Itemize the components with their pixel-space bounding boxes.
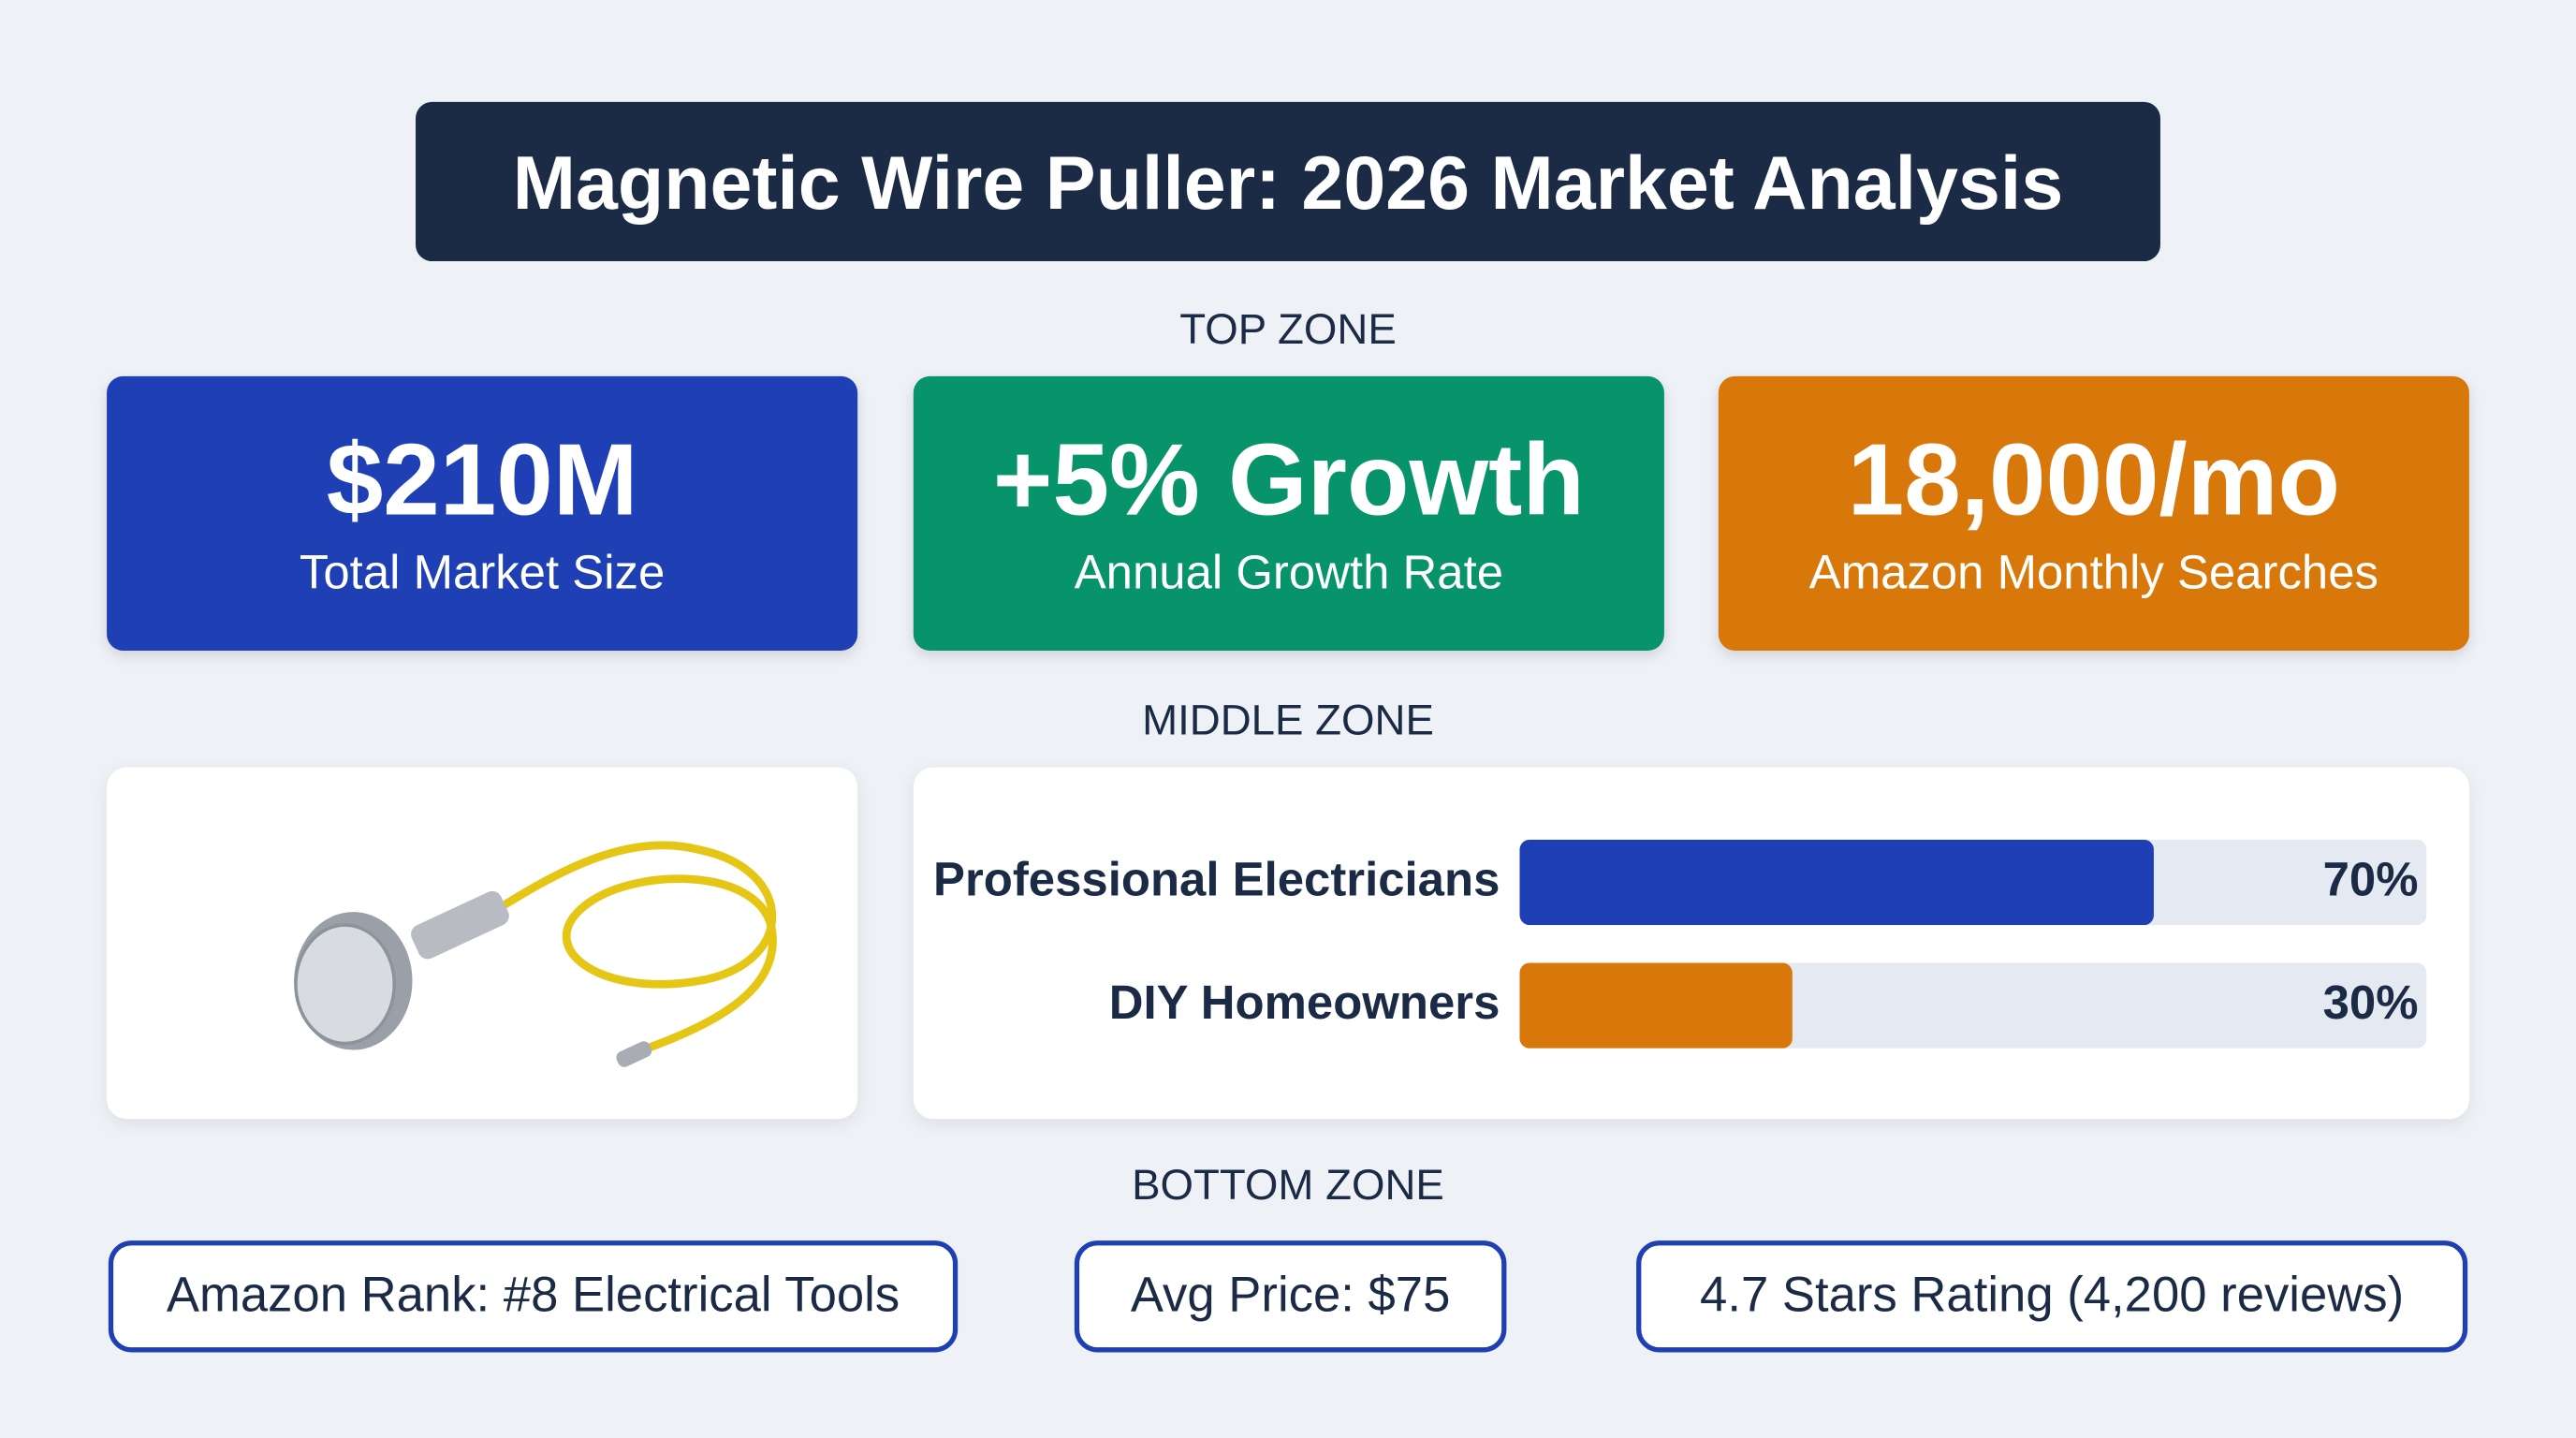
- bar: [1519, 962, 1793, 1049]
- stat-caption: Annual Growth Rate: [1074, 547, 1504, 600]
- audience-chart: Professional Electricians 70% DIY Homeowne…: [913, 767, 2469, 1120]
- stat-card: $210M Total Market Size: [107, 375, 858, 652]
- wire: [498, 841, 777, 1059]
- zone-label: MIDDLE ZONE: [1142, 695, 1434, 745]
- product-image: [294, 841, 777, 1067]
- bar: [1519, 839, 2155, 926]
- category-label: DIY Homeowners: [1108, 977, 1500, 1031]
- wire-tip: [616, 1041, 652, 1067]
- title: Magnetic Wire Puller: 2026 Market Analys…: [416, 101, 2160, 262]
- handle: [411, 890, 509, 960]
- info-pill: 4.7 Stars Rating (4,200 reviews): [1636, 1240, 2468, 1353]
- bar-track: [1519, 839, 2427, 926]
- value-label: 30%: [2322, 977, 2419, 1031]
- stat-value: +5% Growth: [992, 423, 1585, 537]
- info-pill: Avg Price: $75: [1074, 1240, 1507, 1353]
- zone-label: BOTTOM ZONE: [1132, 1160, 1444, 1210]
- zone-label: TOP ZONE: [1179, 303, 1397, 354]
- stat-caption: Amazon Monthly Searches: [1808, 547, 2379, 600]
- bar-track: [1519, 962, 2427, 1049]
- value-label: 70%: [2322, 854, 2419, 907]
- category-label: Professional Electricians: [933, 854, 1500, 907]
- stat-caption: Total Market Size: [299, 547, 666, 600]
- stat-value: 18,000/mo: [1847, 423, 2341, 537]
- stat-card: +5% Growth Annual Growth Rate: [913, 375, 1664, 652]
- info-pill: Amazon Rank: #8 Electrical Tools: [108, 1240, 959, 1353]
- product-image-panel: [107, 767, 858, 1120]
- stat-card: 18,000/mo Amazon Monthly Searches: [1718, 375, 2469, 652]
- magnet-face: [294, 923, 396, 1046]
- stat-value: $210M: [326, 423, 638, 537]
